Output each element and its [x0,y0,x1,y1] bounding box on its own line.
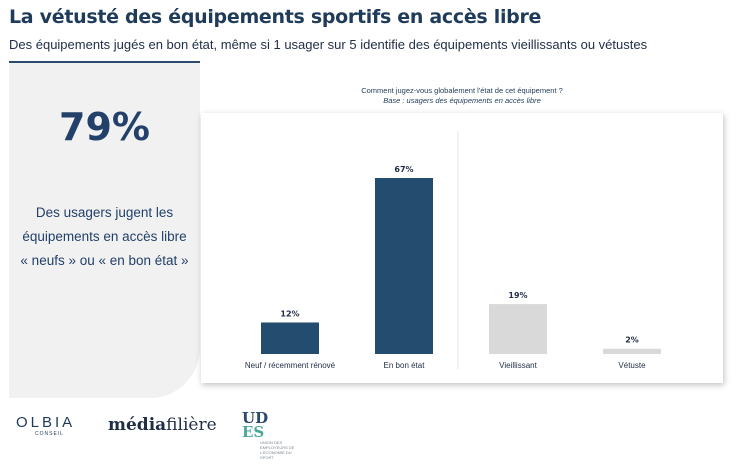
olbia-logo: OLBIA [16,414,76,431]
bar [603,348,661,354]
bar [261,322,319,354]
bar-value-label: 19% [508,291,527,300]
bar-value-label: 67% [394,165,413,174]
category-label: En bon état [384,361,426,370]
page-title: La vétusté des équipements sportifs en a… [9,6,542,28]
page-subtitle: Des équipements jugés en bon état, même … [9,37,648,52]
category-label: Neuf / récemment rénové [245,361,336,370]
bar-chart: 12% Neuf / récemment rénové 67% En bon état… [245,131,661,370]
udes-logo: UD ES [242,409,272,441]
udes-logo-subtitle: UNION DES EMPLOYEURS DE L'ÉCONOMIE DU SP… [260,440,295,460]
bar-value-label: 2% [625,336,639,345]
bar-value-label: 12% [280,309,299,318]
udes-logo-line1: UD [242,409,269,427]
category-label: Vieillissant [499,361,537,370]
bar [375,178,433,354]
bar [489,304,547,354]
olbia-logo-subtitle: CONSEIL [35,431,64,437]
title-divider [9,61,200,63]
mediafiliere-logo-part1: média [108,415,167,435]
kpi-value: 79% [59,105,150,149]
chart-title: Comment jugez-vous globalement l'état de… [361,86,563,95]
category-label: Vétuste [618,361,646,370]
mediafiliere-logo-part2: filière [166,415,217,435]
udes-logo-line2: ES [242,423,265,441]
kpi-panel: 79% Des usagers jugent les équipements e… [9,63,200,398]
kpi-description: Des usagers jugent les équipements en ac… [20,205,189,268]
chart-subtitle: Base : usagers des équipements en accès … [383,96,541,105]
mediafiliere-logo: médiafilière [108,415,217,435]
